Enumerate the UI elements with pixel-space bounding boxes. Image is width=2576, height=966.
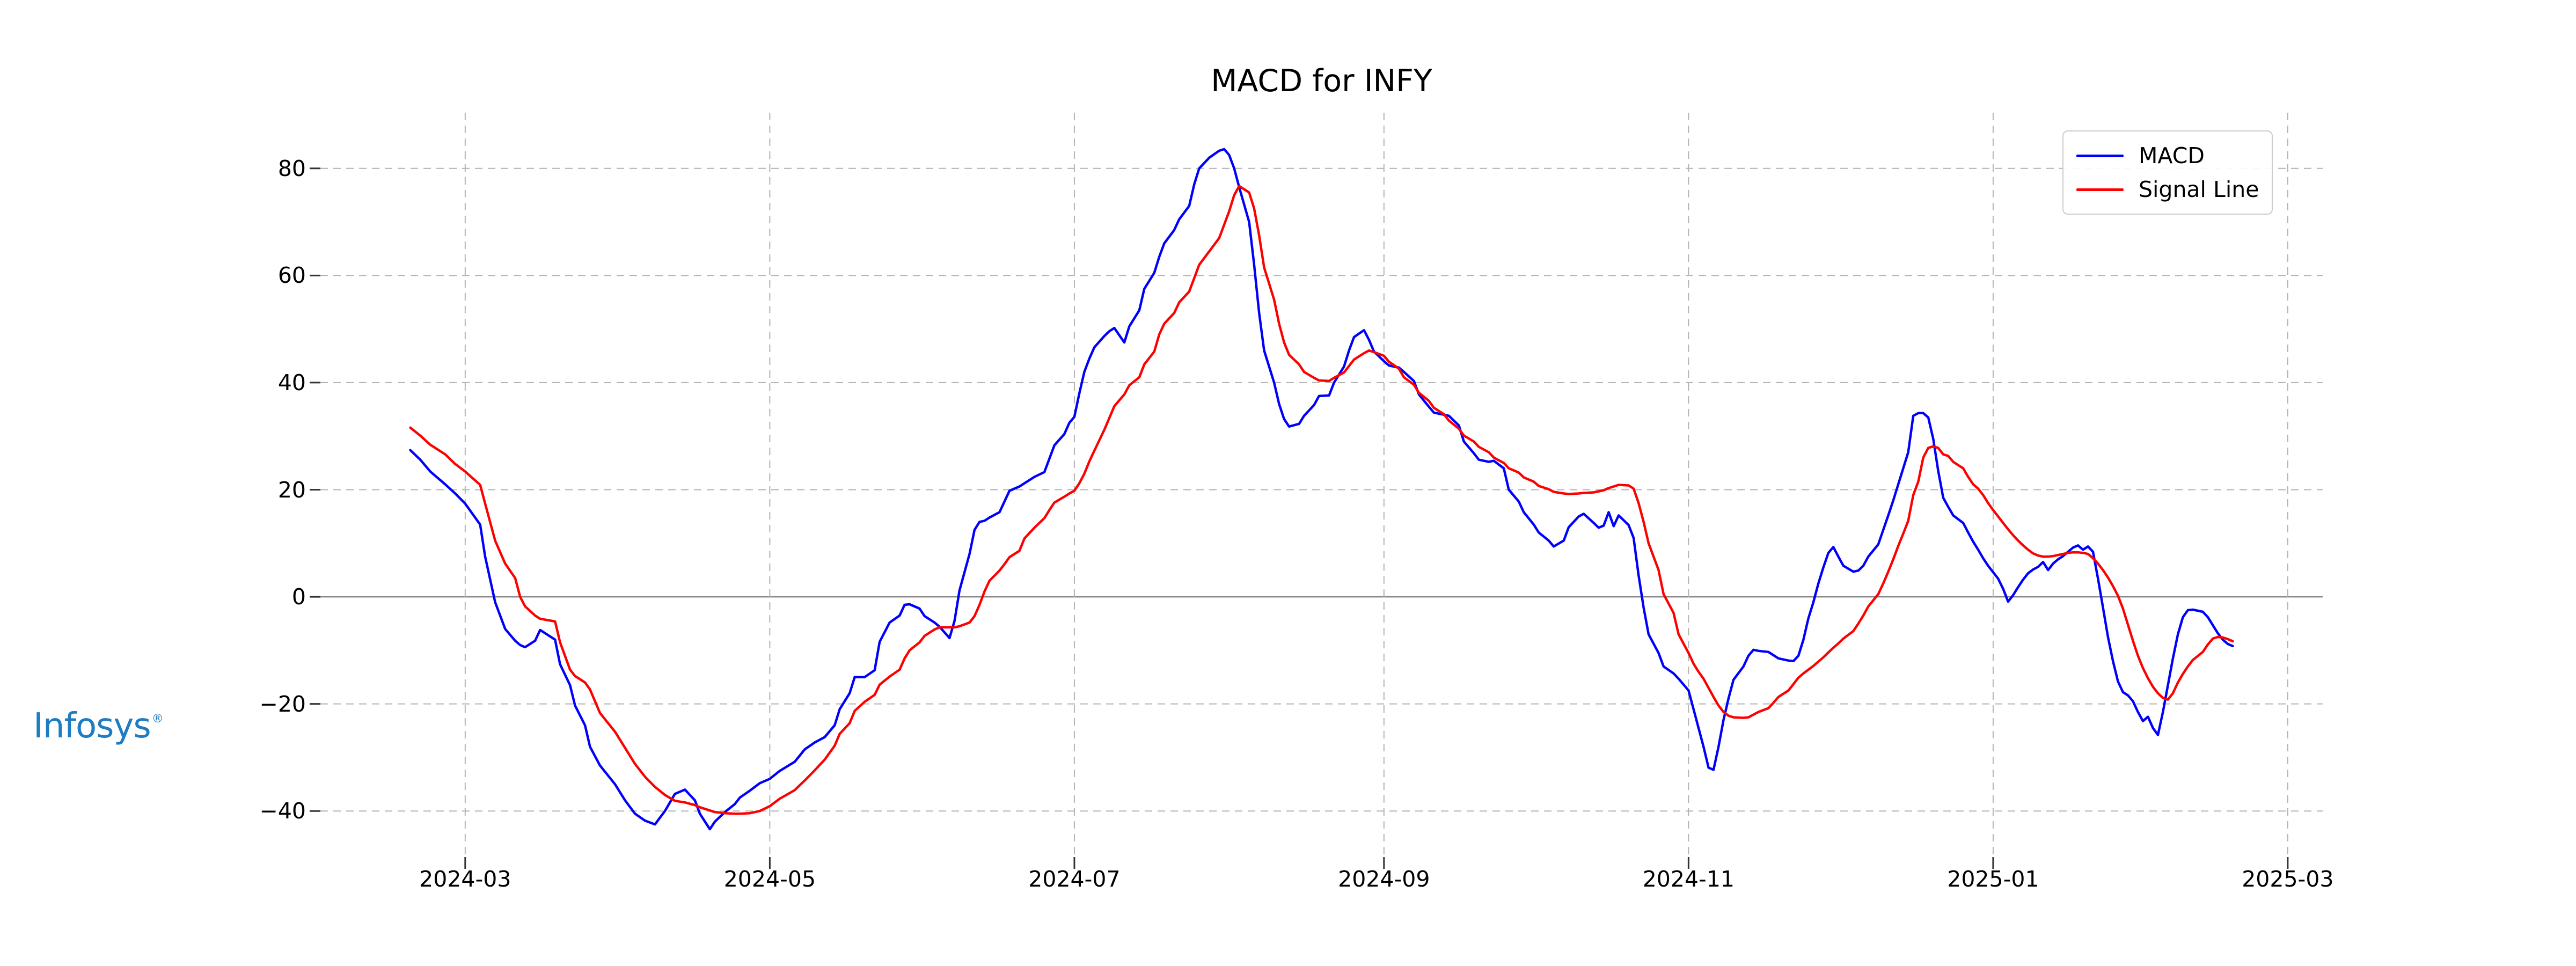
series-layer — [409, 148, 2234, 831]
x-tick-label: 2024-05 — [723, 866, 816, 892]
grid-layer — [320, 113, 2323, 857]
y-tick-label: 60 — [277, 262, 306, 289]
infosys-logo-text: Infosys — [33, 706, 151, 746]
x-tick-label: 2024-03 — [419, 866, 511, 892]
axis-tick-marks — [310, 167, 2289, 869]
legend-item-signal: Signal Line — [2063, 177, 2272, 202]
legend-label-signal: Signal Line — [2139, 177, 2259, 202]
y-tick-label: −40 — [259, 798, 306, 824]
x-tick-label: 2024-09 — [1338, 866, 1430, 892]
registered-trademark-icon: ® — [151, 712, 164, 726]
legend: MACD Signal Line — [2062, 130, 2273, 215]
legend-item-macd: MACD — [2063, 143, 2272, 169]
x-tick-label: 2024-07 — [1028, 866, 1121, 892]
y-tick-label: 0 — [291, 584, 306, 610]
macd-line — [409, 148, 2234, 831]
chart-title: MACD for INFY — [1211, 63, 1432, 99]
legend-label-macd: MACD — [2139, 143, 2205, 169]
macd-line-swatch — [2076, 154, 2124, 157]
x-tick-label: 2024-11 — [1642, 866, 1735, 892]
infosys-logo: Infosys® — [33, 706, 164, 746]
y-tick-label: 80 — [277, 155, 306, 181]
x-tick-label: 2025-03 — [2242, 866, 2334, 892]
x-tick-label: 2025-01 — [1947, 866, 2039, 892]
y-tick-label: −20 — [259, 691, 306, 717]
y-tick-label: 40 — [277, 369, 306, 396]
signal-line-swatch — [2076, 188, 2124, 191]
signal-line — [409, 185, 2234, 815]
y-tick-label: 20 — [277, 477, 306, 503]
